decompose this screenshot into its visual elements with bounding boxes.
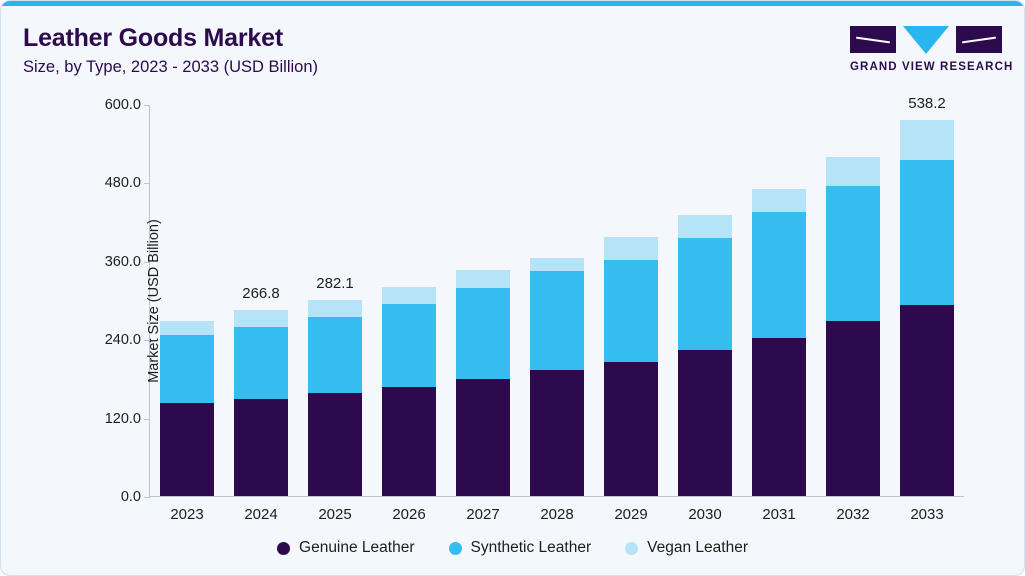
bar-segment[interactable] — [382, 304, 436, 388]
legend-label: Synthetic Leather — [470, 539, 592, 556]
bar-segment[interactable] — [308, 300, 362, 317]
x-axis-tick-label: 2025 — [318, 506, 352, 523]
bar-segment[interactable] — [530, 370, 584, 496]
logo-right-box-icon — [956, 26, 1002, 53]
bar-segment[interactable] — [382, 387, 436, 496]
x-axis-tick-label: 2031 — [762, 506, 796, 523]
logo-text: GRAND VIEW RESEARCH — [850, 61, 1014, 73]
top-accent-bar — [1, 1, 1024, 6]
bar-group[interactable]: 2030 — [678, 105, 732, 523]
bar-group[interactable]: 2027 — [456, 105, 510, 523]
y-axis-tick-mark — [144, 418, 150, 420]
bar-segment[interactable] — [826, 185, 880, 321]
y-axis-tick-label: 240.0 — [104, 332, 141, 349]
bar-segment[interactable] — [530, 271, 584, 371]
y-axis-tick-mark — [144, 105, 150, 106]
bar-segment[interactable] — [678, 215, 732, 238]
legend-color-swatch-icon — [277, 541, 291, 555]
y-axis-tick-label: 480.0 — [104, 175, 141, 192]
bar-segment[interactable] — [160, 320, 214, 336]
bar-segment[interactable] — [456, 288, 510, 380]
y-axis-tick-label: 600.0 — [104, 97, 141, 113]
bar-group[interactable]: 2026 — [382, 105, 436, 523]
y-axis-tick-label: 0.0 — [120, 489, 141, 505]
x-axis-tick-label: 2030 — [688, 506, 722, 523]
bar-group[interactable]: 266.8 2024 — [234, 105, 288, 523]
bar-segment[interactable] — [900, 304, 954, 496]
bar-segment[interactable] — [752, 337, 806, 496]
bar-value-label: 266.8 — [242, 285, 280, 303]
legend-item[interactable]: Genuine Leather — [277, 539, 415, 557]
bar-group[interactable]: 538.2 2033 — [900, 95, 954, 523]
bar-segment[interactable] — [234, 398, 288, 496]
bar-segment[interactable] — [456, 379, 510, 496]
plot-area: Market Size (USD Billion) 0.0 120.0 240.0 3… — [105, 95, 964, 523]
bar-segment[interactable] — [604, 362, 658, 496]
legend-label: Vegan Leather — [647, 539, 748, 556]
x-axis-tick-label: 2033 — [910, 506, 944, 523]
bar-segment[interactable] — [234, 310, 288, 327]
bar-segment[interactable] — [604, 259, 658, 363]
bar-segment[interactable] — [604, 236, 658, 260]
x-axis-tick-label: 2032 — [836, 506, 870, 523]
page-subtitle: Size, by Type, 2023 - 2033 (USD Billion) — [23, 58, 319, 76]
y-axis-tick-label: 120.0 — [104, 410, 141, 427]
bar-segment[interactable] — [456, 269, 510, 289]
chart-legend: Genuine Leather Synthetic Leather Vegan Le… — [1, 539, 1024, 557]
bar-segment[interactable] — [234, 326, 288, 399]
bar-group[interactable]: 2032 — [826, 105, 880, 523]
logo-triangle-icon — [903, 26, 949, 54]
bar-segment[interactable] — [382, 286, 436, 305]
y-axis-tick-mark — [144, 340, 150, 342]
bar-segment[interactable] — [678, 350, 732, 496]
bar-group[interactable]: 2023 — [160, 105, 214, 523]
legend-item[interactable]: Vegan Leather — [625, 539, 748, 557]
chart-header: Leather Goods Market Size, by Type, 2023… — [23, 23, 1003, 77]
logo-marks — [850, 26, 1002, 56]
bar-group[interactable]: 2028 — [530, 105, 584, 523]
bar-segment[interactable] — [752, 188, 806, 213]
bar-value-label: 282.1 — [316, 275, 354, 292]
page-title: Leather Goods Market — [23, 24, 283, 52]
x-axis-tick-label: 2023 — [170, 506, 204, 523]
x-axis-tick-label: 2027 — [466, 506, 500, 523]
bar-segment[interactable] — [826, 156, 880, 186]
bar-segment[interactable] — [826, 320, 880, 496]
legend-color-swatch-icon — [625, 541, 639, 555]
bar-group[interactable]: 282.1 2025 — [308, 105, 362, 523]
bar-value-label: 538.2 — [908, 94, 946, 112]
bar-segment[interactable] — [900, 119, 954, 160]
bar-segment[interactable] — [752, 212, 806, 338]
bar-series-container: 2023 266.8 2024 282.1 2025 2026 2027 2028 2029 20… — [150, 95, 964, 523]
x-axis-tick-label: 2026 — [392, 506, 426, 523]
bar-segment[interactable] — [160, 335, 214, 404]
bar-segment[interactable] — [308, 393, 362, 496]
bar-segment[interactable] — [530, 258, 584, 272]
bar-segment[interactable] — [308, 316, 362, 394]
x-axis-tick-label: 2029 — [614, 506, 648, 523]
logo-left-box-icon — [850, 26, 896, 53]
legend-item[interactable]: Synthetic Leather — [448, 539, 592, 557]
y-axis-tick-mark — [144, 183, 150, 185]
legend-label: Genuine Leather — [299, 539, 415, 556]
bar-group[interactable]: 2029 — [604, 105, 658, 523]
x-axis-tick-label: 2024 — [244, 506, 278, 523]
brand-logo: GRAND VIEW RESEARCH — [850, 26, 1014, 73]
bar-segment[interactable] — [900, 159, 954, 305]
legend-color-swatch-icon — [448, 541, 462, 555]
y-axis-tick-mark — [144, 261, 150, 263]
y-axis-tick-mark — [144, 497, 150, 498]
bar-segment[interactable] — [678, 237, 732, 351]
bar-group[interactable]: 2031 — [752, 105, 806, 523]
y-axis-tick-label: 360.0 — [104, 253, 141, 270]
bar-segment[interactable] — [160, 403, 214, 496]
x-axis-tick-label: 2028 — [540, 506, 574, 523]
